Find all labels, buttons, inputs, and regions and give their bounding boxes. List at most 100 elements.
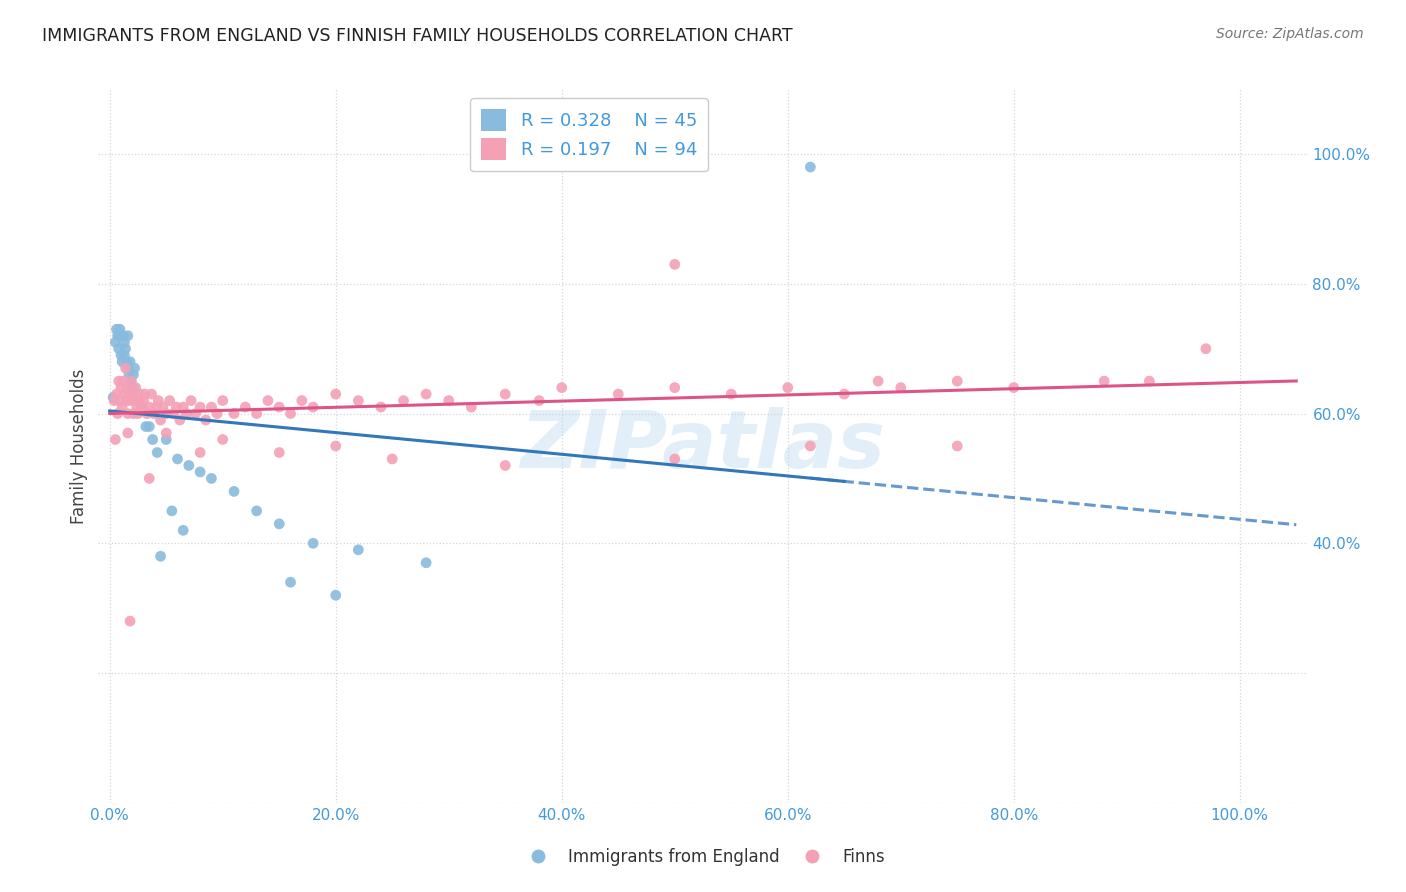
Point (127, 393, 149, 408)
Point (103, 393, 125, 408)
Point (120, 374, 142, 388)
Point (188, 465, 211, 479)
Point (890, 381, 912, 395)
Point (180, 393, 202, 408)
Point (188, 445, 211, 459)
Point (325, 439, 347, 453)
Point (200, 471, 222, 485)
Point (1092, 374, 1115, 388)
Point (211, 433, 233, 447)
Point (111, 400, 134, 414)
Point (152, 400, 174, 414)
Point (117, 407, 139, 421)
Point (146, 445, 169, 459)
Point (110, 381, 132, 395)
Point (155, 425, 177, 440)
Point (160, 504, 183, 518)
Text: IMMIGRANTS FROM ENGLAND VS FINNISH FAMILY HOUSEHOLDS CORRELATION CHART: IMMIGRANTS FROM ENGLAND VS FINNISH FAMIL… (42, 27, 793, 45)
Point (122, 407, 145, 421)
Point (120, 614, 142, 628)
Point (415, 387, 437, 401)
Point (110, 348, 132, 362)
Point (172, 400, 194, 414)
Point (104, 433, 127, 447)
Point (117, 425, 139, 440)
Point (291, 393, 314, 408)
Point (720, 387, 742, 401)
Point (134, 387, 156, 401)
Point (257, 393, 280, 408)
Point (177, 458, 200, 473)
Point (246, 504, 269, 518)
Point (111, 354, 134, 368)
Point (112, 387, 135, 401)
Point (121, 381, 143, 395)
Point (124, 393, 146, 408)
Point (149, 413, 172, 427)
Point (112, 328, 135, 343)
Point (112, 374, 135, 388)
Point (664, 257, 686, 271)
Point (302, 536, 325, 550)
Point (868, 374, 890, 388)
Point (142, 433, 165, 447)
Point (166, 452, 188, 467)
Point (138, 419, 160, 434)
Point (1137, 374, 1160, 388)
Point (370, 400, 392, 414)
Point (120, 393, 142, 408)
Point (184, 407, 207, 421)
Point (104, 335, 127, 350)
Point (233, 400, 256, 414)
Point (347, 393, 370, 408)
Point (136, 407, 159, 421)
Point (101, 390, 124, 404)
Point (172, 524, 194, 538)
Point (494, 458, 516, 473)
Point (325, 588, 347, 602)
Point (269, 445, 291, 459)
Point (392, 393, 415, 408)
Point (108, 322, 131, 336)
Point (138, 400, 160, 414)
Legend: Immigrants from England, Finns: Immigrants from England, Finns (515, 842, 891, 873)
Point (222, 484, 245, 499)
Point (269, 400, 291, 414)
Point (280, 407, 302, 421)
Point (118, 387, 141, 401)
Point (148, 393, 170, 408)
Point (162, 407, 184, 421)
Point (131, 400, 153, 414)
Point (188, 400, 211, 414)
Point (138, 471, 160, 485)
Point (246, 407, 269, 421)
Point (118, 368, 141, 382)
Point (205, 407, 228, 421)
Point (114, 342, 136, 356)
Point (347, 542, 370, 557)
Point (269, 516, 291, 531)
Point (131, 400, 153, 414)
Point (125, 400, 148, 414)
Point (145, 400, 167, 414)
Point (107, 328, 129, 343)
Point (832, 387, 855, 401)
Point (128, 393, 150, 408)
Point (664, 381, 686, 395)
Text: Source: ZipAtlas.com: Source: ZipAtlas.com (1216, 27, 1364, 41)
Point (946, 374, 969, 388)
Point (115, 354, 138, 368)
Point (946, 439, 969, 453)
Point (129, 387, 152, 401)
Text: ZIPatlas: ZIPatlas (520, 407, 886, 485)
Point (325, 387, 347, 401)
Point (117, 361, 139, 376)
Point (120, 374, 142, 388)
Point (125, 381, 148, 395)
Y-axis label: Family Households: Family Households (70, 368, 89, 524)
Point (112, 348, 135, 362)
Point (437, 393, 460, 408)
Point (127, 407, 149, 421)
Point (460, 400, 482, 414)
Point (135, 419, 157, 434)
